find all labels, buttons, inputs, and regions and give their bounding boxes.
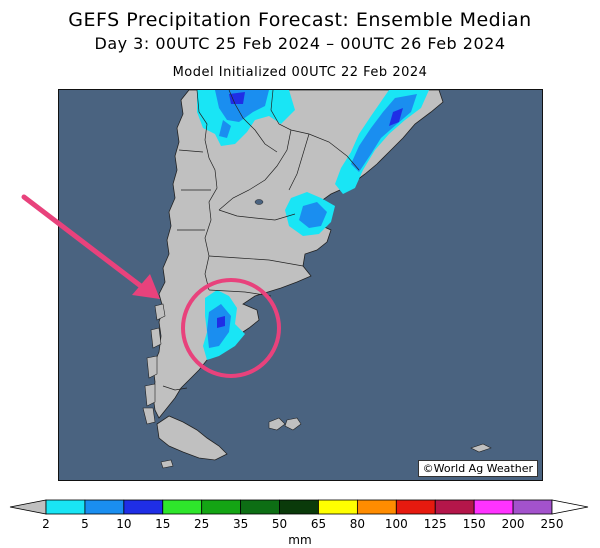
model-init-time: Model Initialized 00UTC 22 Feb 2024 <box>172 65 428 80</box>
scale-tick-35: 35 <box>233 517 248 531</box>
scale-bin-2-5 <box>45 499 86 515</box>
precip-color-scale: 2 5 10 15 25 35 50 65 80 100 125 150 200 250 mm <box>9 499 589 547</box>
scale-tick-2: 2 <box>42 517 50 531</box>
scale-bin-150-200 <box>473 499 514 515</box>
scale-bin-80-100 <box>356 499 397 515</box>
highlight-circle <box>181 278 281 378</box>
precipitation-map <box>59 90 542 480</box>
scale-tick-80: 80 <box>350 517 365 531</box>
scale-tick-125: 125 <box>424 517 447 531</box>
scale-bin-5-10 <box>84 499 125 515</box>
scale-tick-5: 5 <box>81 517 89 531</box>
scale-unit-label: mm <box>288 533 311 547</box>
south-georgia-island <box>470 443 492 453</box>
falkland-islands <box>268 417 302 431</box>
scale-above-arrow <box>551 499 589 515</box>
scale-bin-25-35 <box>201 499 242 515</box>
scale-bin-15-25 <box>162 499 203 515</box>
scale-tick-150: 150 <box>463 517 486 531</box>
scale-bin-200-250 <box>512 499 553 515</box>
scale-bin-125-150 <box>434 499 475 515</box>
map-panel: ©World Ag Weather <box>58 89 543 481</box>
scale-tick-15: 15 <box>155 517 170 531</box>
scale-tick-10: 10 <box>116 517 131 531</box>
chile-islands <box>142 303 174 469</box>
scale-tick-25: 25 <box>194 517 209 531</box>
scale-tick-100: 100 <box>385 517 408 531</box>
scale-tick-250: 250 <box>541 517 564 531</box>
scale-bin-65-80 <box>318 499 358 515</box>
scale-bin-100-125 <box>395 499 436 515</box>
land-tierra-del-fuego <box>156 415 228 461</box>
map-title: GEFS Precipitation Forecast: Ensemble Me… <box>68 9 532 31</box>
copyright-label: ©World Ag Weather <box>417 460 538 477</box>
scale-tick-50: 50 <box>272 517 287 531</box>
scale-bin-10-15 <box>123 499 164 515</box>
scale-below-arrow <box>9 499 47 515</box>
precip-10-15mm <box>217 92 403 328</box>
forecast-period: Day 3: 00UTC 25 Feb 2024 – 00UTC 26 Feb … <box>94 34 506 53</box>
lake <box>254 199 264 205</box>
scale-tick-200: 200 <box>502 517 525 531</box>
political-boundaries <box>162 90 360 391</box>
scale-bin-35-50 <box>240 499 280 515</box>
scale-bin-50-65 <box>279 499 319 515</box>
scale-tick-65: 65 <box>311 517 326 531</box>
